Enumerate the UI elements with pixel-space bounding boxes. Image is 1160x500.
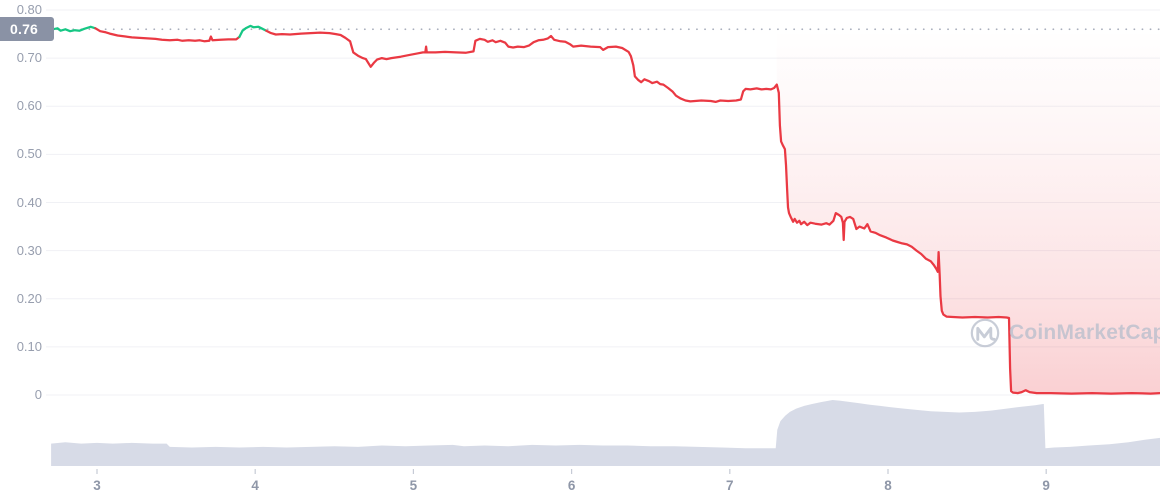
volume-area — [51, 400, 1160, 466]
x-axis-label: 4 — [251, 478, 259, 493]
y-axis-label: 0 — [34, 387, 42, 402]
x-axis-label: 8 — [884, 478, 892, 493]
x-axis-label: 6 — [567, 478, 576, 493]
x-axis-label: 3 — [93, 478, 101, 493]
y-axis-label: 0.80 — [16, 2, 42, 17]
price-line — [51, 24, 1160, 395]
x-axis-label: 7 — [726, 478, 734, 493]
x-axis-ticks — [96, 469, 1047, 474]
y-axis-label: 0.10 — [16, 338, 42, 354]
crash-area-fill — [776, 0, 1160, 394]
x-axis-label: 5 — [409, 478, 418, 493]
x-axis-label: 9 — [1042, 478, 1050, 493]
y-axis-label: 0.20 — [16, 290, 42, 306]
y-axis-label: 0.60 — [16, 98, 42, 114]
y-axis-label: 0.50 — [16, 146, 42, 162]
y-axis-label: 0.40 — [16, 194, 42, 210]
y-axis-label: 0.30 — [16, 242, 42, 258]
y-axis-label: 0.70 — [16, 50, 42, 66]
gridlines — [46, 9, 1160, 396]
current-price-badge: 0.76 — [0, 17, 54, 41]
